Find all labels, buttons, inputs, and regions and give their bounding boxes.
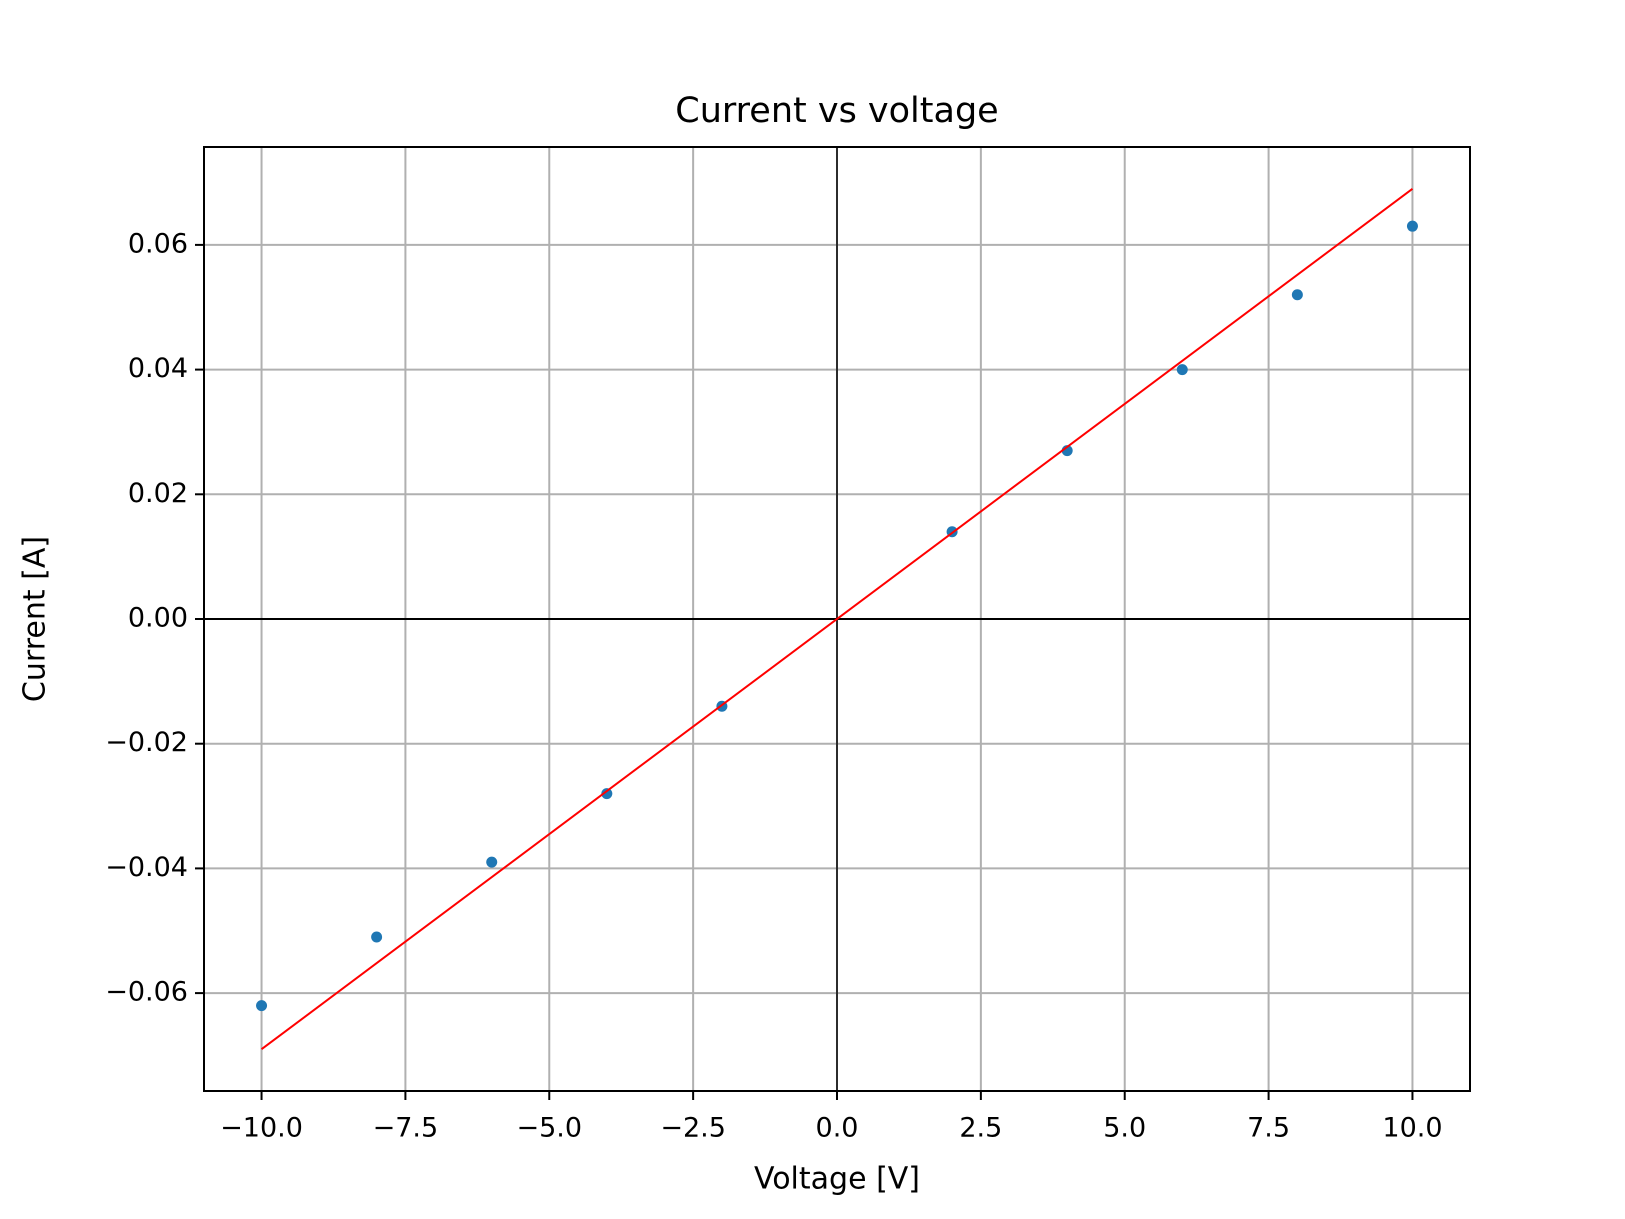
data-point: [601, 788, 613, 800]
x-axis-label: Voltage [V]: [754, 1162, 920, 1197]
y-axis-label: Current [A]: [18, 536, 53, 702]
y-tick-label: 0.00: [128, 603, 188, 634]
data-point: [1176, 364, 1188, 376]
chart-title: Current vs voltage: [675, 91, 998, 131]
y-tick-label: −0.02: [105, 727, 188, 758]
data-point: [1406, 220, 1418, 232]
x-tick-label: 5.0: [1103, 1113, 1146, 1144]
y-tick-label: −0.06: [105, 977, 188, 1008]
data-point: [1291, 289, 1303, 301]
x-tick-label: −2.5: [660, 1113, 726, 1144]
y-tick-label: −0.04: [105, 852, 188, 883]
x-tick-label: −7.5: [373, 1113, 439, 1144]
data-point: [486, 856, 498, 868]
x-tick-label: 7.5: [1247, 1113, 1290, 1144]
y-tick-label: 0.06: [128, 228, 188, 259]
x-tick-label: 0.0: [816, 1113, 859, 1144]
y-tick-label: 0.02: [128, 478, 188, 509]
x-tick-label: 10.0: [1382, 1113, 1442, 1144]
fit-line: [260, 187, 1414, 1051]
x-tick-label: 2.5: [959, 1113, 1002, 1144]
x-tick-label: −5.0: [516, 1113, 582, 1144]
y-tick-label: 0.04: [128, 353, 188, 384]
data-point: [256, 1000, 268, 1012]
x-tick-label: −10.0: [220, 1113, 303, 1144]
plot-frame: [203, 146, 1471, 1092]
data-point: [371, 931, 383, 943]
